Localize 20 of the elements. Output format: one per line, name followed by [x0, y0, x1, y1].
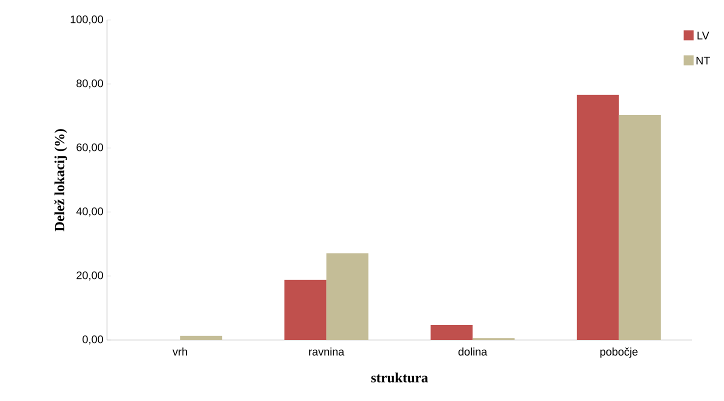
y-tick-label: 100,00 — [70, 15, 104, 25]
y-axis-title: Delež lokacij (%) — [54, 129, 68, 232]
legend-label: LV — [698, 32, 710, 40]
legend-label: NT — [696, 56, 710, 64]
x-tick-label: ravnina — [309, 348, 344, 356]
bar — [576, 94, 619, 340]
bar — [326, 253, 368, 340]
y-tick-label: 20,00 — [76, 271, 104, 281]
y-tick-label: 40,00 — [76, 207, 104, 217]
bar — [284, 280, 326, 340]
x-tick-label: vrh — [172, 348, 188, 356]
y-tick-label: 80,00 — [76, 79, 104, 89]
y-tick-label: 0,00 — [82, 335, 104, 345]
bar — [618, 115, 661, 340]
x-tick-label: dolina — [458, 348, 488, 356]
y-tick-label: 60,00 — [76, 143, 104, 153]
bar — [430, 324, 473, 340]
x-axis-title: struktura — [371, 372, 428, 382]
x-tick-label: pobočje — [600, 348, 638, 358]
bar — [180, 336, 222, 340]
